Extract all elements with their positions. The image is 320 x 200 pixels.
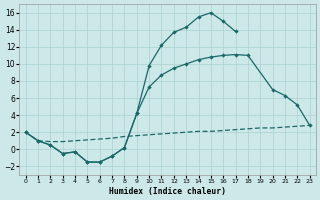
X-axis label: Humidex (Indice chaleur): Humidex (Indice chaleur) xyxy=(109,187,226,196)
